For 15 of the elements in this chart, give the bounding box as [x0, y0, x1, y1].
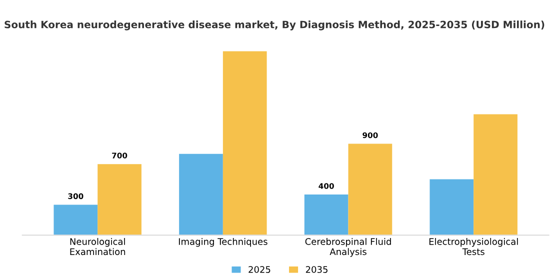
x-tick-label: Cerebrospinal Fluid Analysis: [305, 238, 391, 257]
bar: [304, 194, 348, 236]
x-tick-label: Electrophysiological Tests: [429, 238, 518, 256]
x-tick-label: Imaging Techniques: [178, 238, 268, 247]
bar: [179, 154, 223, 236]
chart-title: South Korea neurodegenerative disease market, By Diagnosis Method, 2025-2035 (USD Million): [4, 20, 544, 30]
legend-label: 2035: [306, 266, 328, 273]
bar: [474, 114, 518, 236]
legend-label: 2025: [248, 266, 270, 273]
bar: [348, 144, 392, 236]
bar: [430, 179, 474, 236]
bar: [98, 164, 142, 236]
x-tick-label: Neurological Examination: [70, 238, 126, 256]
bar: [222, 51, 267, 236]
bar: [54, 204, 98, 236]
